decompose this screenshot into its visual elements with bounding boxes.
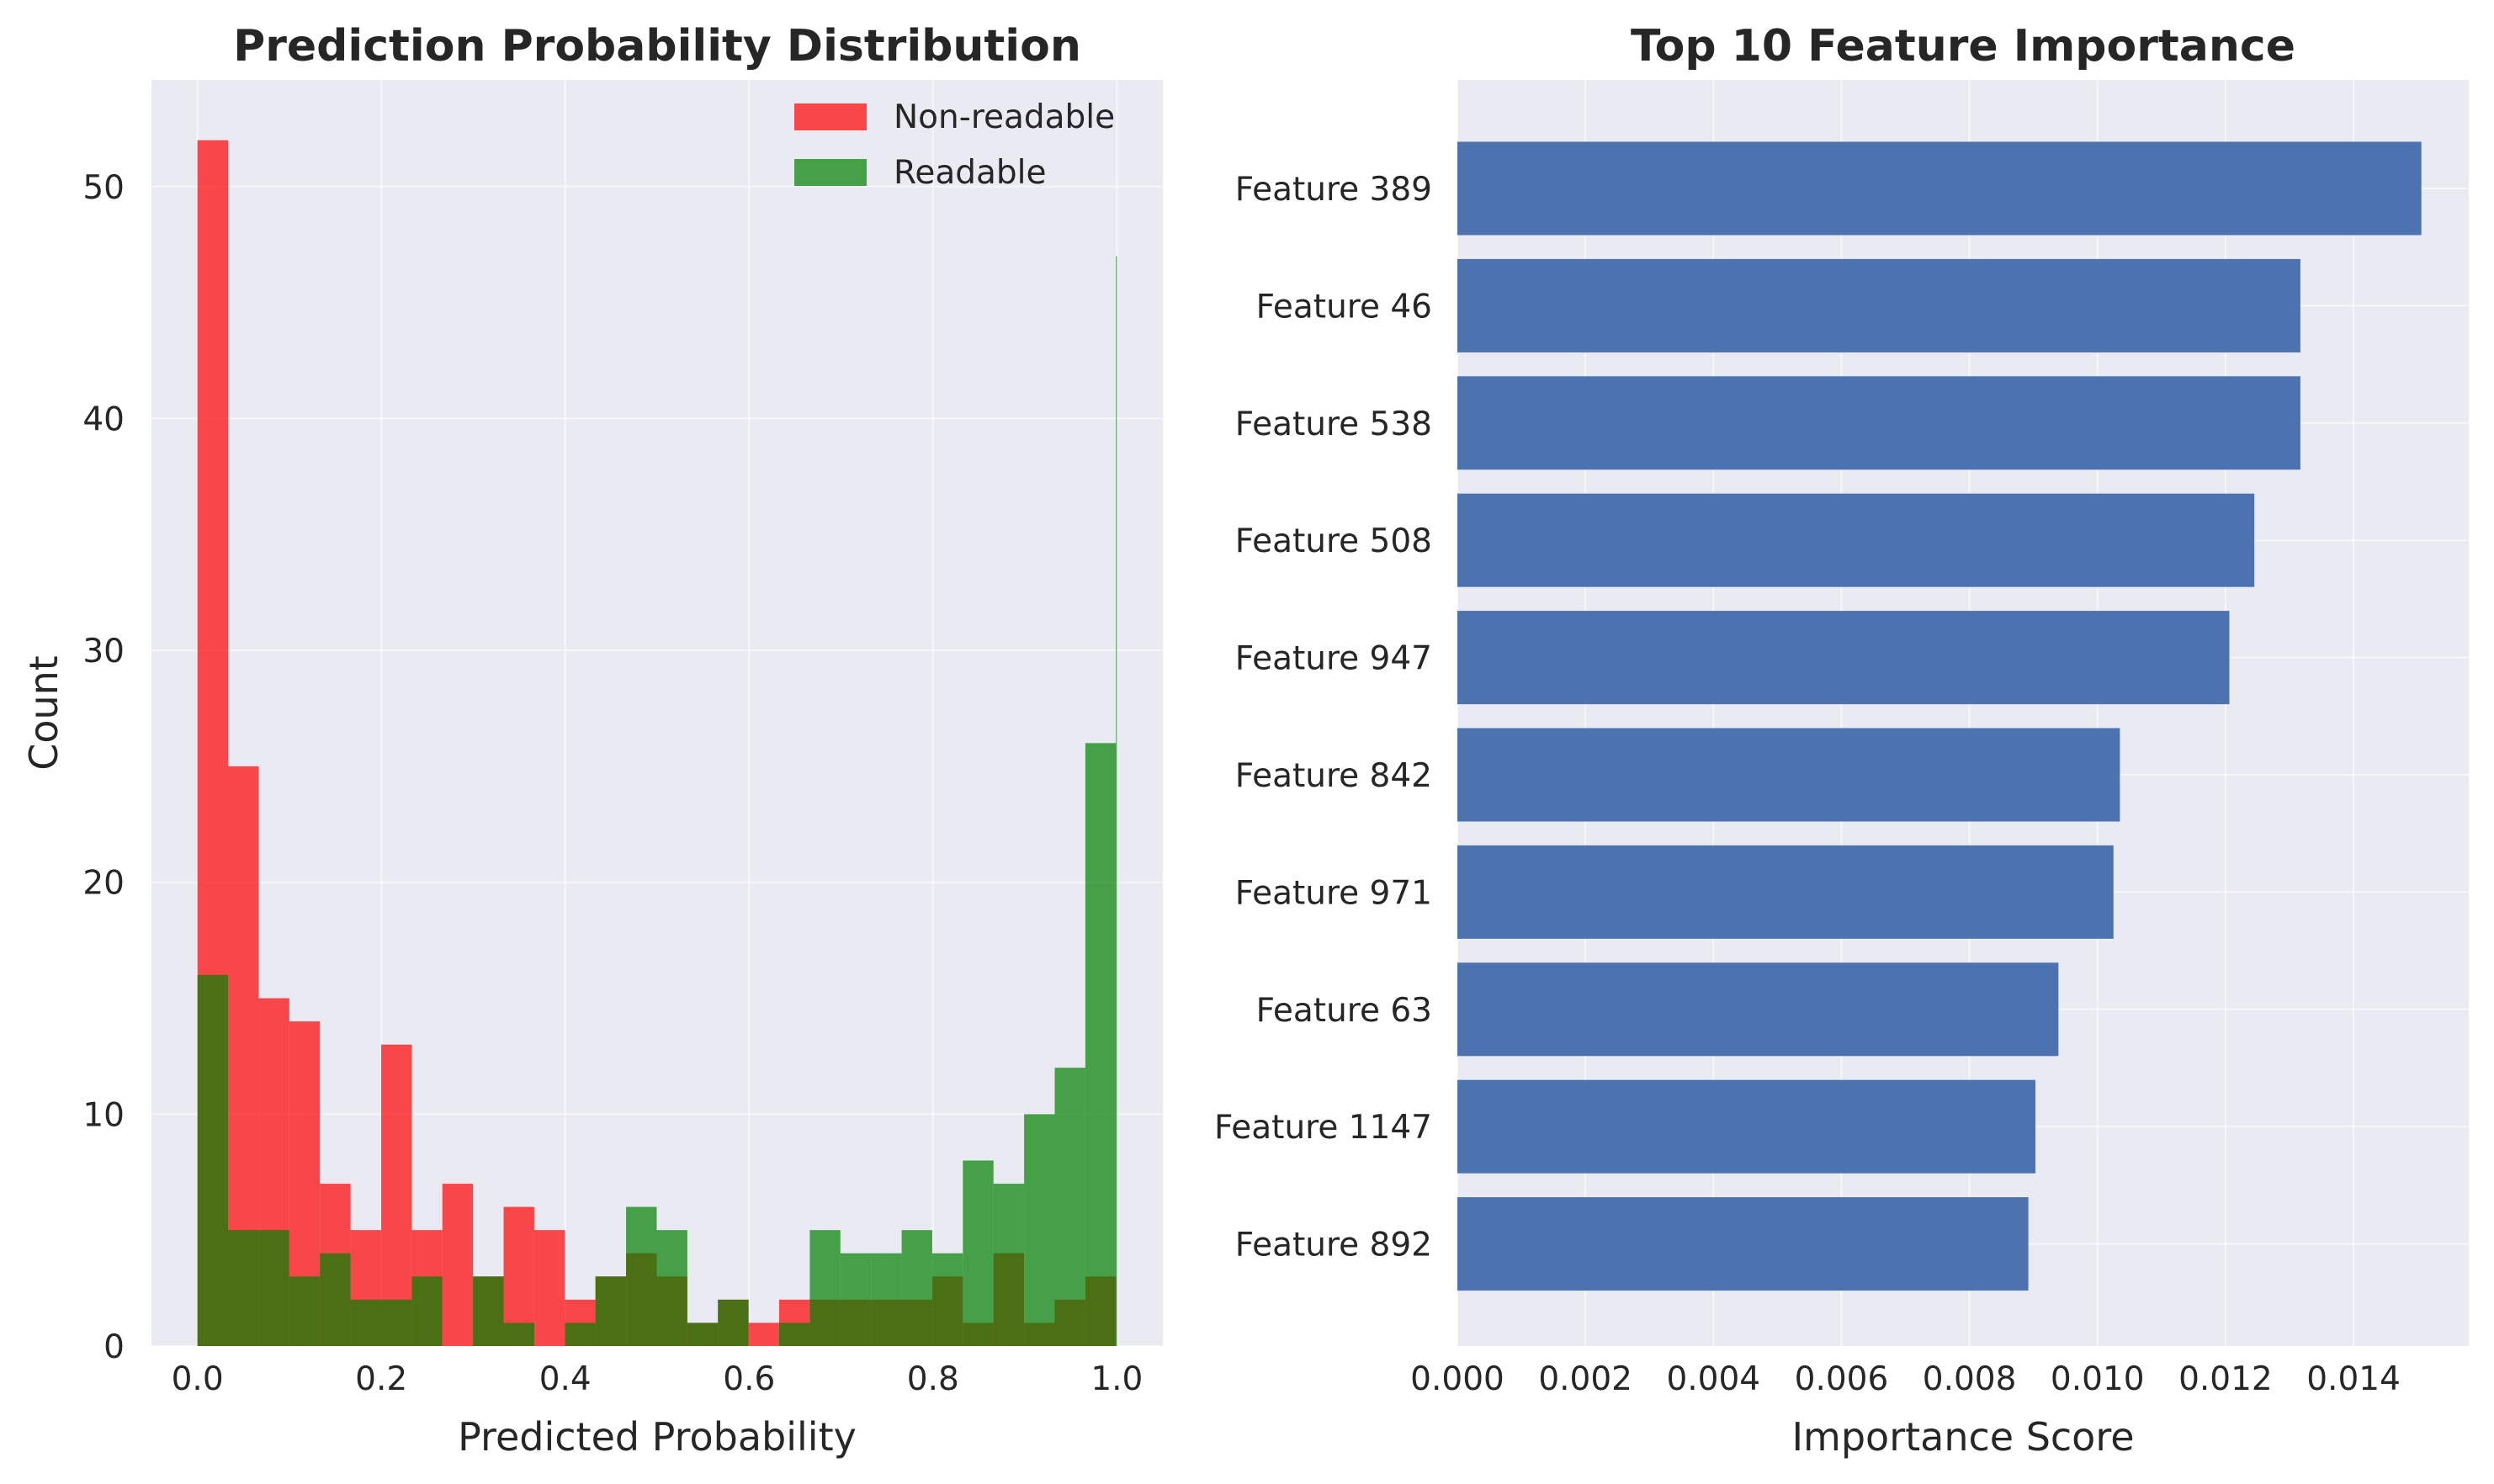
histogram-y-tick-label: 0 xyxy=(103,1328,125,1366)
feature-importance-category-labels: Feature 389 Feature 46 Feature 538 Feature … xyxy=(1214,171,1432,1264)
feature-importance-bar xyxy=(1457,845,2114,939)
histogram-legend: Non-readable Readable xyxy=(794,98,1115,192)
legend-swatch-readable xyxy=(794,159,867,186)
readable-bar-0 xyxy=(197,974,229,1346)
readable-bar-25 xyxy=(963,1160,994,1346)
readable-bar-24 xyxy=(931,1253,963,1346)
feature-importance-bar xyxy=(1457,728,2120,822)
feature-importance-bar xyxy=(1457,1197,2029,1291)
non-readable-bar-18 xyxy=(748,1322,780,1346)
histogram-x-tick-label: 0.4 xyxy=(539,1360,592,1398)
legend-label-readable: Readable xyxy=(894,154,1046,192)
histogram-x-tick-label: 0.0 xyxy=(172,1360,224,1398)
readable-bar-22 xyxy=(871,1253,902,1346)
feature-importance-x-tick-label: 0.002 xyxy=(1538,1360,1632,1398)
feature-importance-title: Top 10 Feature Importance xyxy=(1631,21,2295,72)
histogram-y-tick-label: 20 xyxy=(82,865,125,903)
readable-bar-27 xyxy=(1024,1114,1055,1346)
readable-bar-9 xyxy=(473,1276,504,1346)
feature-importance-category-label: Feature 389 xyxy=(1235,171,1432,209)
histogram-y-tick-label: 30 xyxy=(82,633,125,670)
readable-bar-15 xyxy=(656,1230,687,1346)
feature-importance-bar xyxy=(1457,376,2300,470)
readable-bar-7 xyxy=(411,1276,443,1346)
histogram-plot-area xyxy=(151,80,1163,1346)
histogram-x-axis-label: Predicted Probability xyxy=(458,1414,857,1460)
feature-importance-bar xyxy=(1457,962,2059,1057)
feature-importance-x-tick-label: 0.000 xyxy=(1410,1360,1504,1398)
readable-bar-6 xyxy=(380,1299,412,1346)
readable-bar-20 xyxy=(809,1230,841,1346)
readable-bar-5 xyxy=(350,1299,381,1346)
readable-bar-16 xyxy=(687,1322,719,1346)
histogram-grid xyxy=(151,80,1163,1347)
histogram-y-axis-label: Count xyxy=(21,655,66,771)
feature-importance-bar xyxy=(1457,1079,2035,1174)
histogram-y-tick-label: 40 xyxy=(82,400,125,438)
feature-importance-x-tick-label: 0.006 xyxy=(1795,1360,1889,1398)
feature-importance-x-tick-label: 0.008 xyxy=(1923,1360,2017,1398)
feature-importance-bar xyxy=(1457,141,2422,236)
histogram-y-tick-label: 50 xyxy=(82,169,125,207)
feature-importance-panel: 0.000 0.002 0.004 0.006 0.008 0.010 0.012 0.014… xyxy=(1214,21,2469,1460)
non-readable-bar-8 xyxy=(442,1184,474,1346)
feature-importance-x-tick-label: 0.012 xyxy=(2178,1360,2273,1398)
histogram-bars xyxy=(197,140,1117,1347)
non-readable-bar-11 xyxy=(533,1230,565,1346)
histogram-y-ticks: 0 10 20 30 40 50 xyxy=(82,169,125,1366)
readable-bar-29 xyxy=(1085,743,1117,1346)
histogram-x-tick-label: 0.6 xyxy=(723,1360,775,1398)
feature-importance-bar xyxy=(1457,611,2230,705)
feature-importance-x-tick-label: 0.010 xyxy=(2051,1360,2145,1398)
feature-importance-category-label: Feature 842 xyxy=(1235,757,1432,795)
feature-importance-category-label: Feature 892 xyxy=(1235,1227,1432,1264)
readable-bar-13 xyxy=(595,1276,627,1346)
readable-bar-10 xyxy=(503,1322,534,1346)
feature-importance-bar xyxy=(1457,258,2300,352)
feature-importance-category-label: Feature 46 xyxy=(1256,288,1432,326)
feature-importance-x-ticks: 0.000 0.002 0.004 0.006 0.008 0.010 0.012 0.014 xyxy=(1410,1360,2401,1398)
feature-importance-category-label: Feature 947 xyxy=(1235,640,1432,678)
readable-bar-30 xyxy=(1116,256,1117,1346)
readable-bar-21 xyxy=(840,1253,872,1346)
histogram-y-tick-label: 10 xyxy=(82,1096,125,1134)
legend-swatch-non-readable xyxy=(794,103,867,130)
histogram-x-tick-label: 0.8 xyxy=(907,1360,959,1398)
feature-importance-category-label: Feature 63 xyxy=(1256,992,1432,1030)
legend-label-non-readable: Non-readable xyxy=(894,98,1115,136)
histogram-title: Prediction Probability Distribution xyxy=(233,21,1081,72)
feature-importance-category-label: Feature 971 xyxy=(1235,874,1432,912)
feature-importance-x-tick-label: 0.014 xyxy=(2306,1360,2401,1398)
non-readable-bar-6 xyxy=(380,1044,412,1346)
readable-bar-28 xyxy=(1054,1068,1085,1346)
readable-bar-4 xyxy=(320,1253,351,1346)
feature-importance-bar xyxy=(1457,493,2255,587)
histogram-x-ticks: 0.0 0.2 0.4 0.6 0.8 1.0 xyxy=(172,1360,1144,1398)
histogram-x-tick-label: 1.0 xyxy=(1090,1360,1143,1398)
feature-importance-bars xyxy=(1457,141,2422,1291)
histogram-panel: 0.0 0.2 0.4 0.6 0.8 1.0 0 10 20 30 40 50 Predictio… xyxy=(21,21,1163,1460)
feature-importance-category-label: Feature 538 xyxy=(1235,405,1432,443)
readable-bar-17 xyxy=(718,1299,749,1346)
readable-bar-2 xyxy=(258,1230,289,1346)
feature-importance-x-axis-label: Importance Score xyxy=(1791,1414,2134,1460)
readable-bar-26 xyxy=(993,1184,1025,1346)
feature-importance-category-label: Feature 1147 xyxy=(1214,1109,1432,1147)
readable-bar-14 xyxy=(626,1206,657,1346)
feature-importance-category-label: Feature 508 xyxy=(1235,522,1432,560)
readable-bar-23 xyxy=(901,1230,932,1346)
readable-bar-1 xyxy=(228,1230,259,1346)
feature-importance-x-tick-label: 0.004 xyxy=(1666,1360,1760,1398)
histogram-x-tick-label: 0.2 xyxy=(355,1360,407,1398)
readable-bar-12 xyxy=(565,1322,596,1346)
readable-bar-19 xyxy=(779,1322,810,1346)
readable-bar-3 xyxy=(289,1276,321,1346)
